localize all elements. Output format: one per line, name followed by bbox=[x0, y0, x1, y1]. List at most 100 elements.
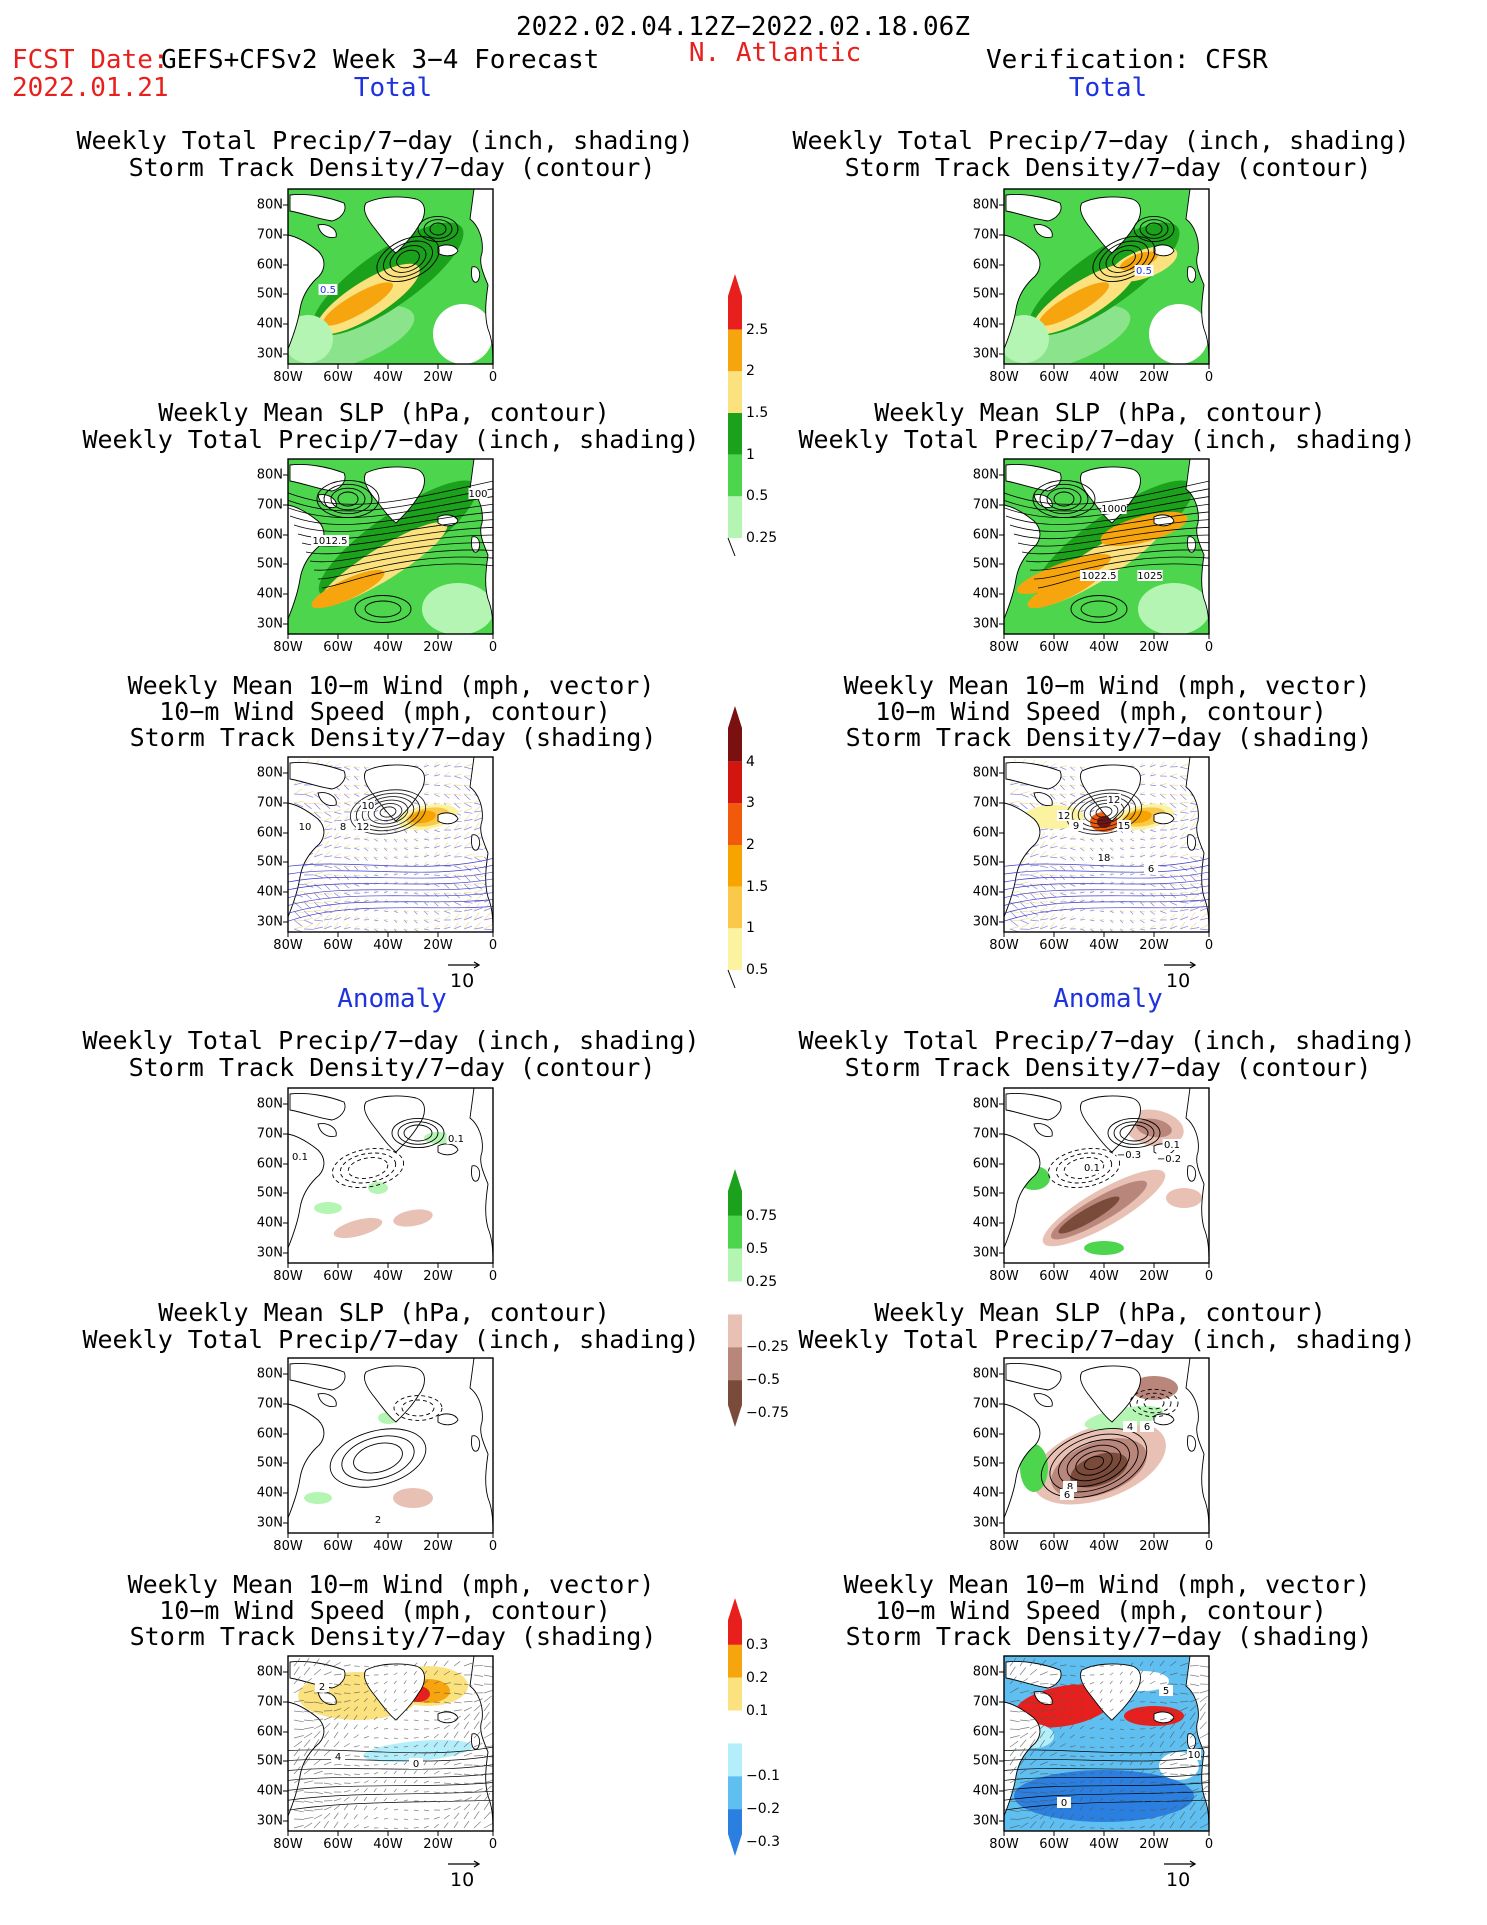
svg-text:9: 9 bbox=[1073, 821, 1079, 832]
lat-tick-label: 80N bbox=[256, 1664, 283, 1680]
colorbar-label: 4 bbox=[746, 753, 755, 770]
lat-tick-label: 60N bbox=[972, 825, 999, 841]
svg-text:18: 18 bbox=[1098, 853, 1111, 864]
map-canvas: 4 686 bbox=[999, 1357, 1210, 1538]
lat-tick-label: 40N bbox=[972, 1215, 999, 1231]
lat-tick-label: 70N bbox=[972, 1126, 999, 1142]
contour-label: 5 bbox=[1159, 1685, 1173, 1697]
colorbar-label: 1.5 bbox=[746, 405, 769, 421]
lon-tick-label: 60W bbox=[1039, 938, 1069, 953]
title-line: Weekly Total Precip/7−day (inch, shading… bbox=[792, 126, 1410, 155]
lon-tick-label: 80W bbox=[273, 1837, 303, 1852]
lat-tick-label: 70N bbox=[256, 227, 283, 243]
lat-tick-label: 80N bbox=[972, 467, 999, 483]
lon-tick-label: 60W bbox=[1039, 370, 1069, 385]
svg-text:8: 8 bbox=[1067, 1482, 1073, 1493]
svg-text:0.1: 0.1 bbox=[448, 1134, 464, 1145]
lon-tick-label: 80W bbox=[273, 640, 303, 655]
lon-tick-label: 80W bbox=[273, 1539, 303, 1554]
lon-tick-label: 60W bbox=[1039, 1269, 1069, 1284]
colorbar-canvas bbox=[727, 706, 742, 989]
lat-tick-label: 40N bbox=[972, 316, 999, 332]
contour-label: 0.1 bbox=[290, 1151, 310, 1163]
title-line: Weekly Total Precip/7−day (inch, shading… bbox=[82, 1026, 700, 1055]
svg-text:10: 10 bbox=[362, 801, 375, 812]
svg-text:1025: 1025 bbox=[1137, 571, 1162, 582]
lat-tick-label: 60N bbox=[972, 527, 999, 543]
colorbar-label: 0.25 bbox=[746, 1273, 778, 1290]
contour-label: 8 bbox=[336, 821, 350, 833]
lat-tick-label: 80N bbox=[256, 467, 283, 483]
contour-label: 10 bbox=[1187, 1749, 1201, 1761]
lon-tick-label: 80W bbox=[989, 1269, 1019, 1284]
lat-tick-label: 60N bbox=[256, 257, 283, 273]
lon-tick-label: 0 bbox=[1204, 938, 1214, 953]
vector-reference-value: 10 bbox=[1166, 970, 1191, 992]
map-precip-total-forecast: 0.5 80N 70N 60N 50N 40N 30N 80W 60W 40W 20W 0 bbox=[257, 188, 497, 385]
title-line: Weekly Total Precip/7−day (inch, shading… bbox=[82, 425, 700, 454]
svg-text:15: 15 bbox=[1118, 821, 1131, 832]
lon-tick-label: 0 bbox=[488, 1539, 498, 1554]
lat-tick-label: 50N bbox=[972, 1753, 999, 1769]
svg-text:2: 2 bbox=[375, 1515, 381, 1526]
lat-tick-label: 80N bbox=[972, 765, 999, 781]
lat-tick-label: 50N bbox=[972, 286, 999, 302]
colorbar-label: −0.3 bbox=[746, 1834, 780, 1850]
contour-label: 1012.5 bbox=[311, 535, 349, 547]
lat-tick-label: 50N bbox=[256, 1455, 283, 1471]
lon-tick-label: 60W bbox=[323, 1269, 353, 1284]
lon-tick-label: 0 bbox=[488, 640, 498, 655]
lat-tick-label: 70N bbox=[256, 1126, 283, 1142]
lon-tick-label: 40W bbox=[1089, 938, 1119, 953]
lat-tick-label: 70N bbox=[972, 227, 999, 243]
svg-text:0.1: 0.1 bbox=[1164, 1140, 1180, 1151]
svg-text:1022.5: 1022.5 bbox=[1082, 571, 1117, 582]
map-precip-anomaly-forecast: 0.1 0.1 80N 70N 60N 50N 40N 30N 80W 60W 40W 20W 0 bbox=[257, 1087, 497, 1284]
map-slp-anomaly-verification: 4 6 8 6 80N 70N 60N 50N 40N 30N 80W 60W 40W 20W 0 bbox=[973, 1357, 1213, 1554]
contour-label: 4 bbox=[1123, 1421, 1137, 1433]
lat-tick-label: 30N bbox=[256, 914, 283, 930]
lon-tick-label: 20W bbox=[1139, 370, 1169, 385]
lat-tick-label: 70N bbox=[972, 795, 999, 811]
svg-text:0.1: 0.1 bbox=[1084, 1163, 1100, 1174]
colorbar-precip-total: 2.5 2 1.5 1 0.5 0.25 bbox=[718, 268, 778, 558]
lat-tick-label: 40N bbox=[256, 316, 283, 332]
lon-tick-label: 20W bbox=[1139, 1269, 1169, 1284]
lon-tick-label: 20W bbox=[423, 1837, 453, 1852]
colorbar-label: 0.5 bbox=[746, 1240, 769, 1257]
colorbar-label: 0.5 bbox=[746, 962, 769, 978]
lat-tick-label: 40N bbox=[972, 586, 999, 602]
lon-tick-label: 0 bbox=[488, 938, 498, 953]
lon-tick-label: 20W bbox=[423, 1539, 453, 1554]
contour-label: 1022.5 bbox=[1080, 570, 1118, 582]
colorbar-canvas bbox=[727, 274, 742, 557]
colorbar-label: 0.5 bbox=[746, 488, 769, 505]
lat-tick-label: 30N bbox=[972, 1813, 999, 1829]
lat-tick-label: 40N bbox=[256, 884, 283, 900]
map-wind-total-forecast: 12 10 8 10 80N 70N 60N 50N 40N 30N 80W 60W 40W 20W 0 bbox=[257, 756, 497, 953]
map-canvas: 2 bbox=[283, 1357, 494, 1538]
region-name: N. Atlantic bbox=[688, 38, 862, 68]
colorbar-label: −0.2 bbox=[746, 1801, 780, 1818]
svg-text:4: 4 bbox=[1127, 1422, 1133, 1433]
lon-tick-label: 20W bbox=[1139, 640, 1169, 655]
title-line: Weekly Mean 10−m Wind (mph, vector) bbox=[127, 671, 655, 700]
lon-tick-label: 0 bbox=[488, 1837, 498, 1852]
map-canvas: 0.1 0.1 bbox=[283, 1087, 494, 1268]
colorbar-label: −0.1 bbox=[746, 1768, 780, 1785]
lat-tick-label: 60N bbox=[256, 1724, 283, 1740]
contour-label: 0 bbox=[409, 1758, 423, 1770]
lat-tick-label: 30N bbox=[972, 914, 999, 930]
lon-tick-label: 80W bbox=[989, 938, 1019, 953]
colorbar-label: 2.5 bbox=[746, 321, 769, 338]
lat-tick-label: 80N bbox=[256, 1096, 283, 1112]
colorbar-label: 0.3 bbox=[746, 1636, 769, 1653]
lat-tick-label: 50N bbox=[256, 286, 283, 302]
vector-reference-value: 10 bbox=[1166, 1869, 1191, 1891]
lat-tick-label: 40N bbox=[256, 1485, 283, 1501]
map-canvas: 0.5 bbox=[283, 188, 494, 369]
lon-tick-label: 20W bbox=[1139, 1837, 1169, 1852]
svg-text:6: 6 bbox=[1148, 864, 1154, 875]
map-canvas: 12 10 8 10 bbox=[283, 756, 494, 937]
title-line: Storm Track Density/7−day (contour) bbox=[844, 1053, 1372, 1082]
